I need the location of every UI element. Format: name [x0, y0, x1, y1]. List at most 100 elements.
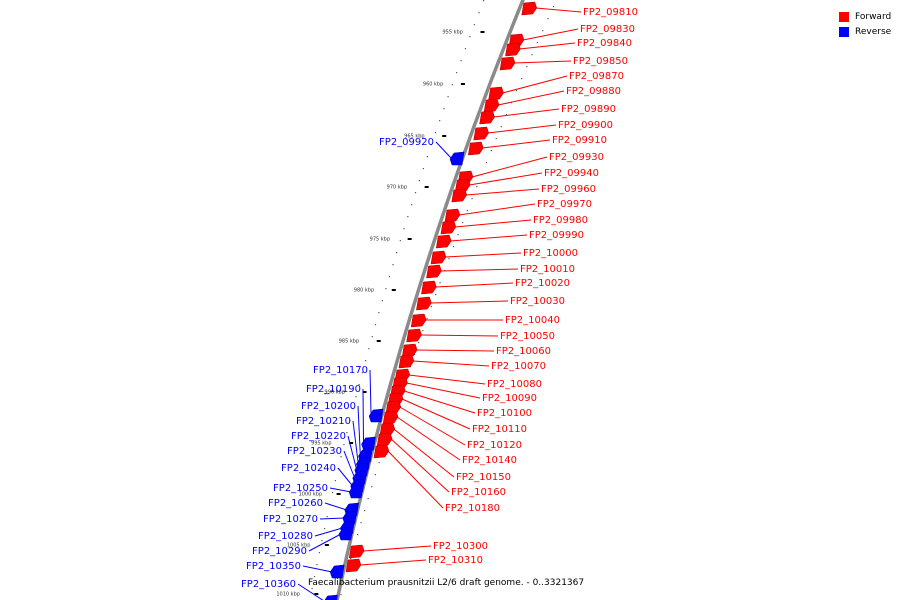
axis-dot	[399, 240, 401, 242]
forward-gene-glyph	[483, 98, 500, 113]
reverse-gene-label: FP2_10170	[313, 365, 368, 376]
forward-gene-label: FP2_09880	[566, 86, 621, 97]
axis-dot	[460, 60, 462, 62]
legend-forward-label: Forward	[855, 11, 892, 22]
axis-dot	[358, 384, 360, 386]
forward-gene-leader	[420, 334, 499, 337]
axis-dot	[521, 78, 523, 80]
forward-gene-leader	[359, 559, 427, 566]
forward-gene-glyph	[421, 280, 437, 295]
axis-dot	[350, 558, 352, 560]
legend-reverse-label: Reverse	[855, 26, 892, 37]
forward-gene-glyph	[473, 126, 490, 141]
forward-gene-leader	[363, 545, 432, 552]
forward-gene-glyph	[345, 558, 362, 573]
axis-dot	[374, 324, 377, 326]
forward-gene-label: FP2_10150	[456, 472, 511, 483]
forward-gene-leader	[487, 124, 557, 134]
axis-dot	[360, 522, 362, 524]
reverse-gene-leader	[324, 502, 347, 511]
forward-gene-label: FP2_10040	[505, 315, 560, 326]
tick-mark	[314, 593, 319, 595]
forward-gene-leader	[450, 234, 528, 242]
axis-dot	[318, 552, 321, 554]
forward-gene-label: FP2_10060	[496, 346, 551, 357]
reverse-gene-leader	[357, 405, 361, 457]
reverse-gene-glyph	[368, 408, 384, 423]
forward-gene-label: FP2_10080	[487, 379, 542, 390]
legend: Forward Reverse	[839, 9, 891, 39]
axis-dot	[495, 138, 497, 140]
axis-dot	[476, 186, 478, 188]
reverse-gene-leader	[352, 420, 359, 465]
axis-dot	[434, 132, 437, 134]
reverse-gene-leader	[347, 435, 358, 471]
reverse-gene-label: FP2_10190	[306, 384, 361, 395]
axis-dot	[374, 474, 377, 476]
forward-gene-label: FP2_10000	[523, 248, 578, 259]
forward-gene-leader	[401, 398, 471, 430]
forward-gene-glyph	[426, 264, 442, 279]
axis-dot	[505, 114, 507, 116]
axis-dot	[435, 294, 437, 296]
tick-mark	[336, 493, 341, 495]
axis-dot	[542, 30, 544, 32]
forward-gene-glyph	[410, 313, 427, 328]
forward-gene-leader	[440, 268, 519, 272]
reverse-gene-leader	[314, 527, 343, 537]
axis-dot	[363, 510, 366, 512]
axis-dot	[340, 594, 342, 596]
tick-label: 1000 kbp	[299, 492, 323, 498]
forward-gene-label: FP2_10110	[472, 424, 527, 435]
forward-gene-label: FP2_09990	[529, 230, 584, 241]
forward-swatch	[839, 11, 849, 22]
axis-dot	[355, 396, 357, 398]
forward-gene-label: FP2_10160	[451, 487, 506, 498]
axis-dot	[331, 492, 334, 494]
forward-gene-glyph	[398, 354, 415, 369]
reverse-gene-glyph	[338, 526, 354, 541]
reverse-gene-label: FP2_10270	[263, 514, 318, 525]
forward-gene-glyph	[505, 42, 521, 57]
tick-label: 955 kbp	[442, 30, 462, 36]
forward-gene-glyph	[373, 444, 390, 459]
forward-gene-glyph	[488, 86, 504, 101]
forward-gene-label: FP2_10050	[500, 331, 555, 342]
axis-dot	[485, 162, 488, 164]
axis-dot	[414, 192, 417, 194]
axis-dot	[526, 66, 528, 68]
axis-dot	[547, 18, 549, 20]
axis-dot	[478, 12, 480, 14]
forward-gene-leader	[393, 428, 455, 478]
forward-gene-glyph	[401, 343, 418, 358]
forward-gene-label: FP2_10020	[515, 278, 570, 289]
reverse-swatch	[839, 26, 849, 37]
forward-gene-leader	[406, 382, 481, 399]
reverse-gene-label: FP2_10220	[291, 431, 346, 442]
forward-gene-leader	[497, 90, 565, 106]
forward-gene-label: FP2_09870	[569, 71, 624, 82]
forward-gene-glyph	[479, 110, 495, 125]
axis-dot	[430, 144, 433, 146]
forward-gene-label: FP2_09840	[577, 38, 632, 49]
axis-dot	[473, 24, 476, 26]
reverse-gene-glyph	[329, 564, 345, 579]
axis-dot	[490, 150, 492, 152]
tick-mark	[480, 31, 485, 33]
axis-dot	[346, 432, 348, 434]
forward-gene-leader	[465, 188, 540, 196]
axis-dot	[316, 564, 318, 566]
forward-gene-leader	[522, 28, 579, 41]
axis-dot	[457, 234, 459, 236]
forward-gene-leader	[435, 282, 514, 288]
forward-gene-glyph	[435, 234, 452, 249]
tick-label: 985 kbp	[339, 339, 359, 345]
axis-dot	[411, 204, 413, 206]
reverse-gene-leader	[435, 141, 453, 160]
tick-label: 960 kbp	[423, 82, 443, 88]
axis-dot	[426, 156, 428, 158]
axis-dot	[388, 276, 391, 278]
reverse-gene-leader	[308, 533, 342, 552]
forward-gene-glyph	[444, 208, 461, 223]
forward-gene-leader	[471, 156, 548, 178]
